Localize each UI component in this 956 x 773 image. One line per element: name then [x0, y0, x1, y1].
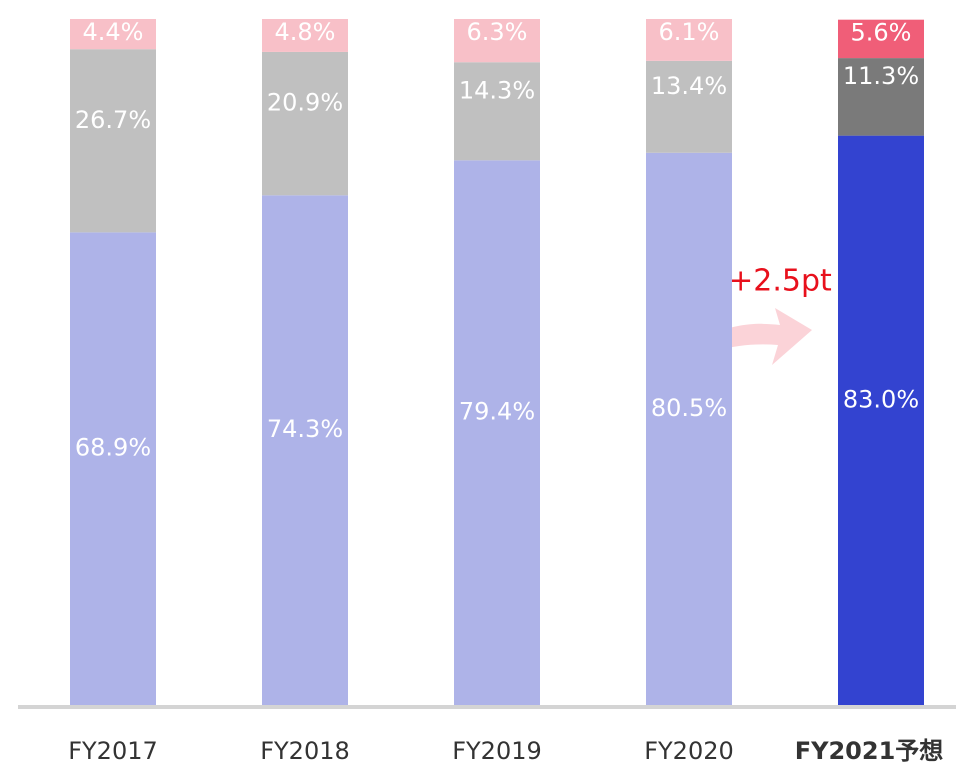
bar-segment [838, 135, 924, 705]
value-label: 68.9% [75, 434, 151, 462]
value-label: 4.4% [83, 18, 144, 46]
bar-segment [262, 195, 348, 705]
bar-segment [70, 232, 156, 705]
arrow [676, 308, 812, 370]
bar-segment [838, 58, 924, 136]
bar-segment [262, 19, 348, 52]
value-label: 13.4% [651, 72, 727, 100]
bar-segment [454, 19, 540, 63]
value-label: 5.6% [851, 19, 912, 47]
value-label: 80.5% [651, 394, 727, 422]
bar-segment [262, 51, 348, 196]
annotation: +2.5pt [728, 264, 832, 299]
x-tick-label: FY2020 [644, 737, 734, 765]
bar-segment [646, 152, 732, 705]
x-tick-label: FY2018 [260, 737, 350, 765]
x-tick-label: FY2019 [452, 737, 542, 765]
value-label: 6.3% [467, 18, 528, 46]
bar-segment [838, 19, 924, 59]
value-label: 14.3% [459, 76, 535, 104]
bar-segment [70, 49, 156, 233]
bar-segment [70, 19, 156, 50]
value-label: 26.7% [75, 106, 151, 134]
value-label: 4.8% [275, 18, 336, 46]
value-label: 20.9% [267, 89, 343, 117]
value-label: 79.4% [459, 398, 535, 426]
value-label: 11.3% [843, 62, 919, 90]
bar-segment [454, 160, 540, 706]
x-tick-label: FY2017 [68, 737, 158, 765]
bar-segment [646, 19, 732, 61]
value-label: 83.0% [843, 385, 919, 413]
x-tick-label: FY2021予想 [795, 737, 944, 765]
bar-segment [646, 60, 732, 153]
value-label: 6.1% [659, 18, 720, 46]
bar-segment [454, 62, 540, 161]
value-label: 74.3% [267, 415, 343, 443]
